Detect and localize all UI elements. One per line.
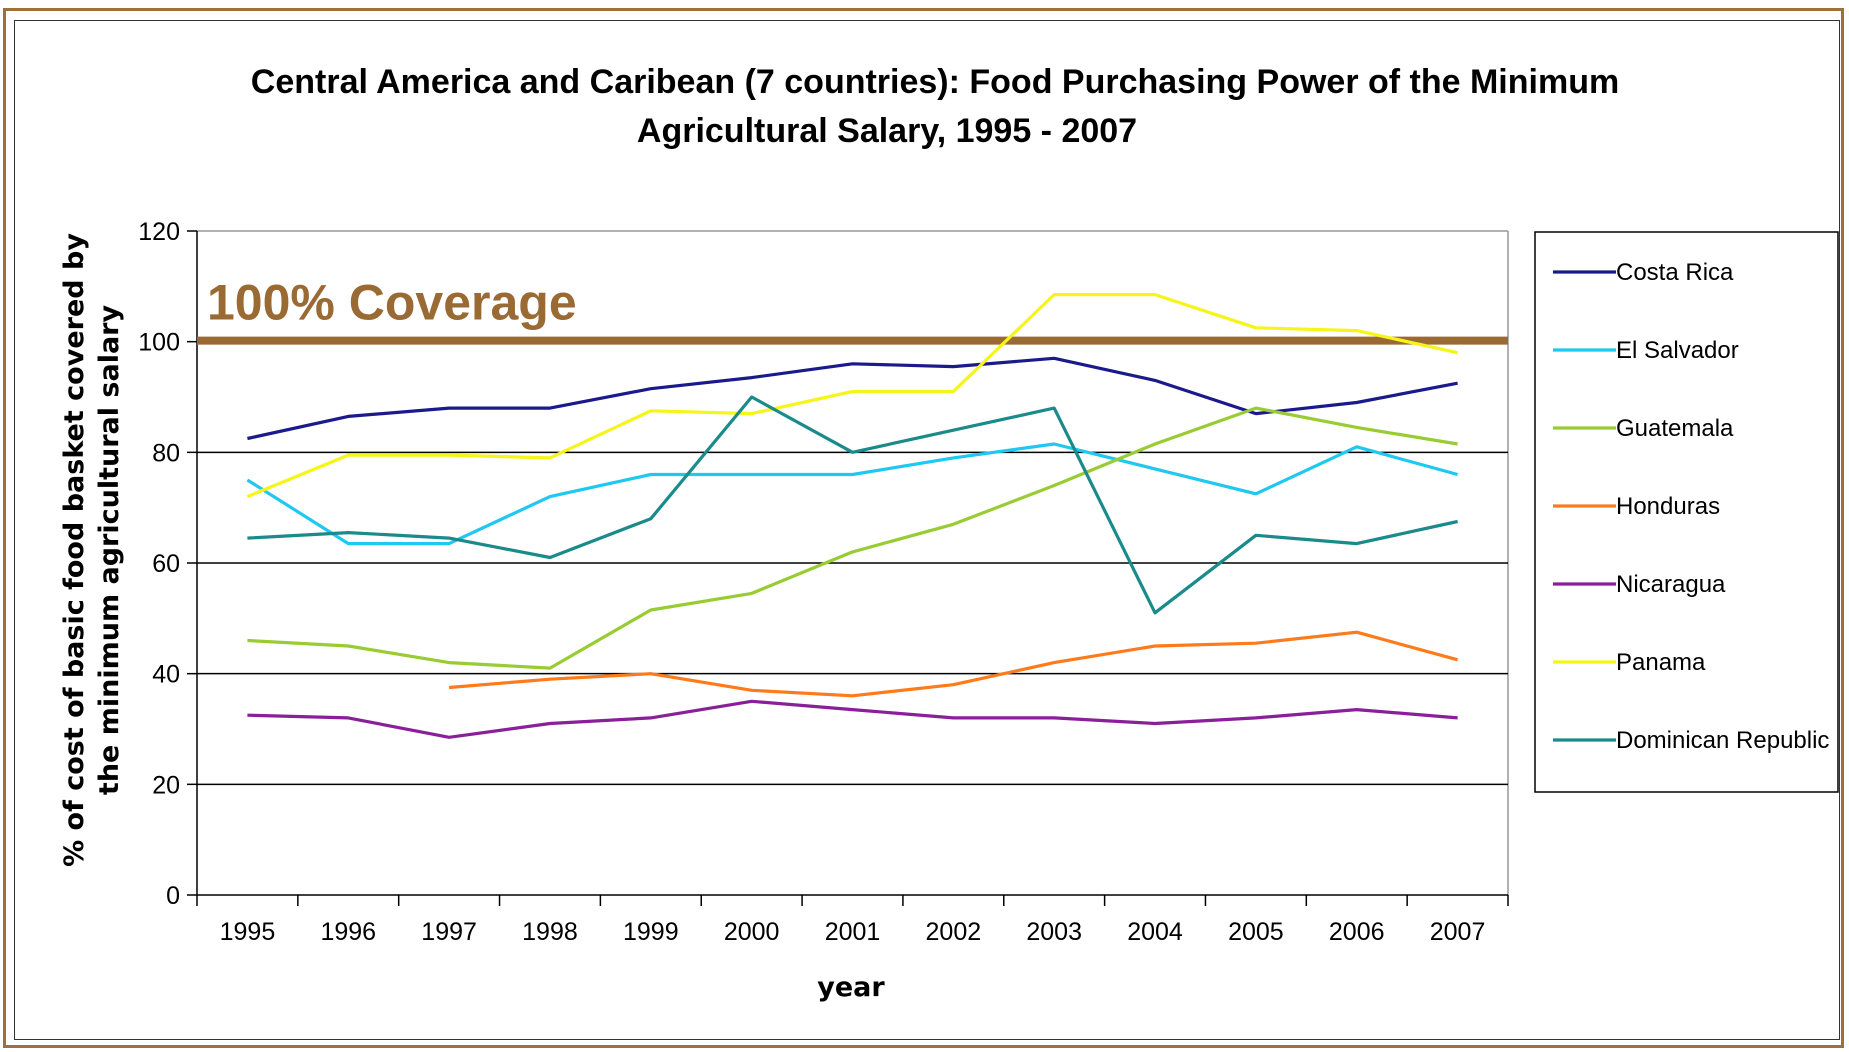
x-tick-label-2004: 2004 [1127, 918, 1183, 946]
series-line-nicaragua [247, 699, 1458, 739]
legend-label: El Salvador [1616, 337, 1739, 364]
x-tick-label-2001: 2001 [825, 918, 881, 946]
legend-label: Costa Rica [1616, 259, 1734, 286]
legend-label: Nicaragua [1616, 571, 1726, 598]
y-tick-label-120: 120 [138, 218, 180, 246]
x-axis-title: year [817, 972, 885, 1003]
chart-title-line-1: Central America and Caribean (7 countrie… [251, 63, 1619, 101]
x-tick-label-2006: 2006 [1329, 918, 1385, 946]
y-tick-label-20: 20 [152, 771, 180, 799]
series-line-panama [246, 293, 1458, 499]
x-tick-label-2000: 2000 [724, 918, 780, 946]
series-line-guatemala [247, 406, 1458, 670]
legend-label: Guatemala [1616, 415, 1734, 442]
y-tick-label-80: 80 [152, 439, 180, 467]
x-tick-label-2007: 2007 [1430, 918, 1486, 946]
series-lines [246, 293, 1459, 739]
x-tick-label-1995: 1995 [220, 918, 276, 946]
y-axis-title-line-1: % of cost of basic food basket covered b… [59, 233, 90, 867]
tick-labels: 0 20 40 60 80 100 120 1995 1996 1997 1998 1999 2000 2… [138, 218, 1485, 946]
x-tick-label-2005: 2005 [1228, 918, 1284, 946]
legend-label: Panama [1616, 649, 1706, 676]
x-tick-label-1999: 1999 [623, 918, 679, 946]
series-line-el-salvador [246, 442, 1459, 546]
reference-line-group: 100% Coverage [197, 275, 1508, 345]
y-tick-label-40: 40 [152, 661, 180, 689]
y-tick-label-0: 0 [166, 882, 180, 910]
legend-label: Dominican Republic [1616, 727, 1829, 754]
legend: Costa Rica El Salvador Guatemala Honduras Ni… [1553, 259, 1829, 754]
y-axis-title-line-2: the minimum agricultural salary [94, 305, 125, 796]
x-tick-label-2003: 2003 [1026, 918, 1082, 946]
series-line-honduras [448, 630, 1459, 698]
y-tick-label-60: 60 [152, 550, 180, 578]
legend-label: Honduras [1616, 493, 1720, 520]
x-tick-label-1997: 1997 [421, 918, 477, 946]
series-line-dominican-republic [247, 395, 1458, 615]
chart-title-line-2: Agricultural Salary, 1995 - 2007 [637, 112, 1137, 150]
reference-line-label: 100% Coverage [207, 275, 577, 331]
series-line-costa-rica [247, 356, 1458, 441]
x-tick-label-2002: 2002 [926, 918, 982, 946]
axes [187, 230, 1509, 906]
x-tick-label-1996: 1996 [320, 918, 376, 946]
x-tick-label-1998: 1998 [522, 918, 578, 946]
y-tick-label-100: 100 [138, 329, 180, 357]
legend-box [1534, 231, 1839, 793]
